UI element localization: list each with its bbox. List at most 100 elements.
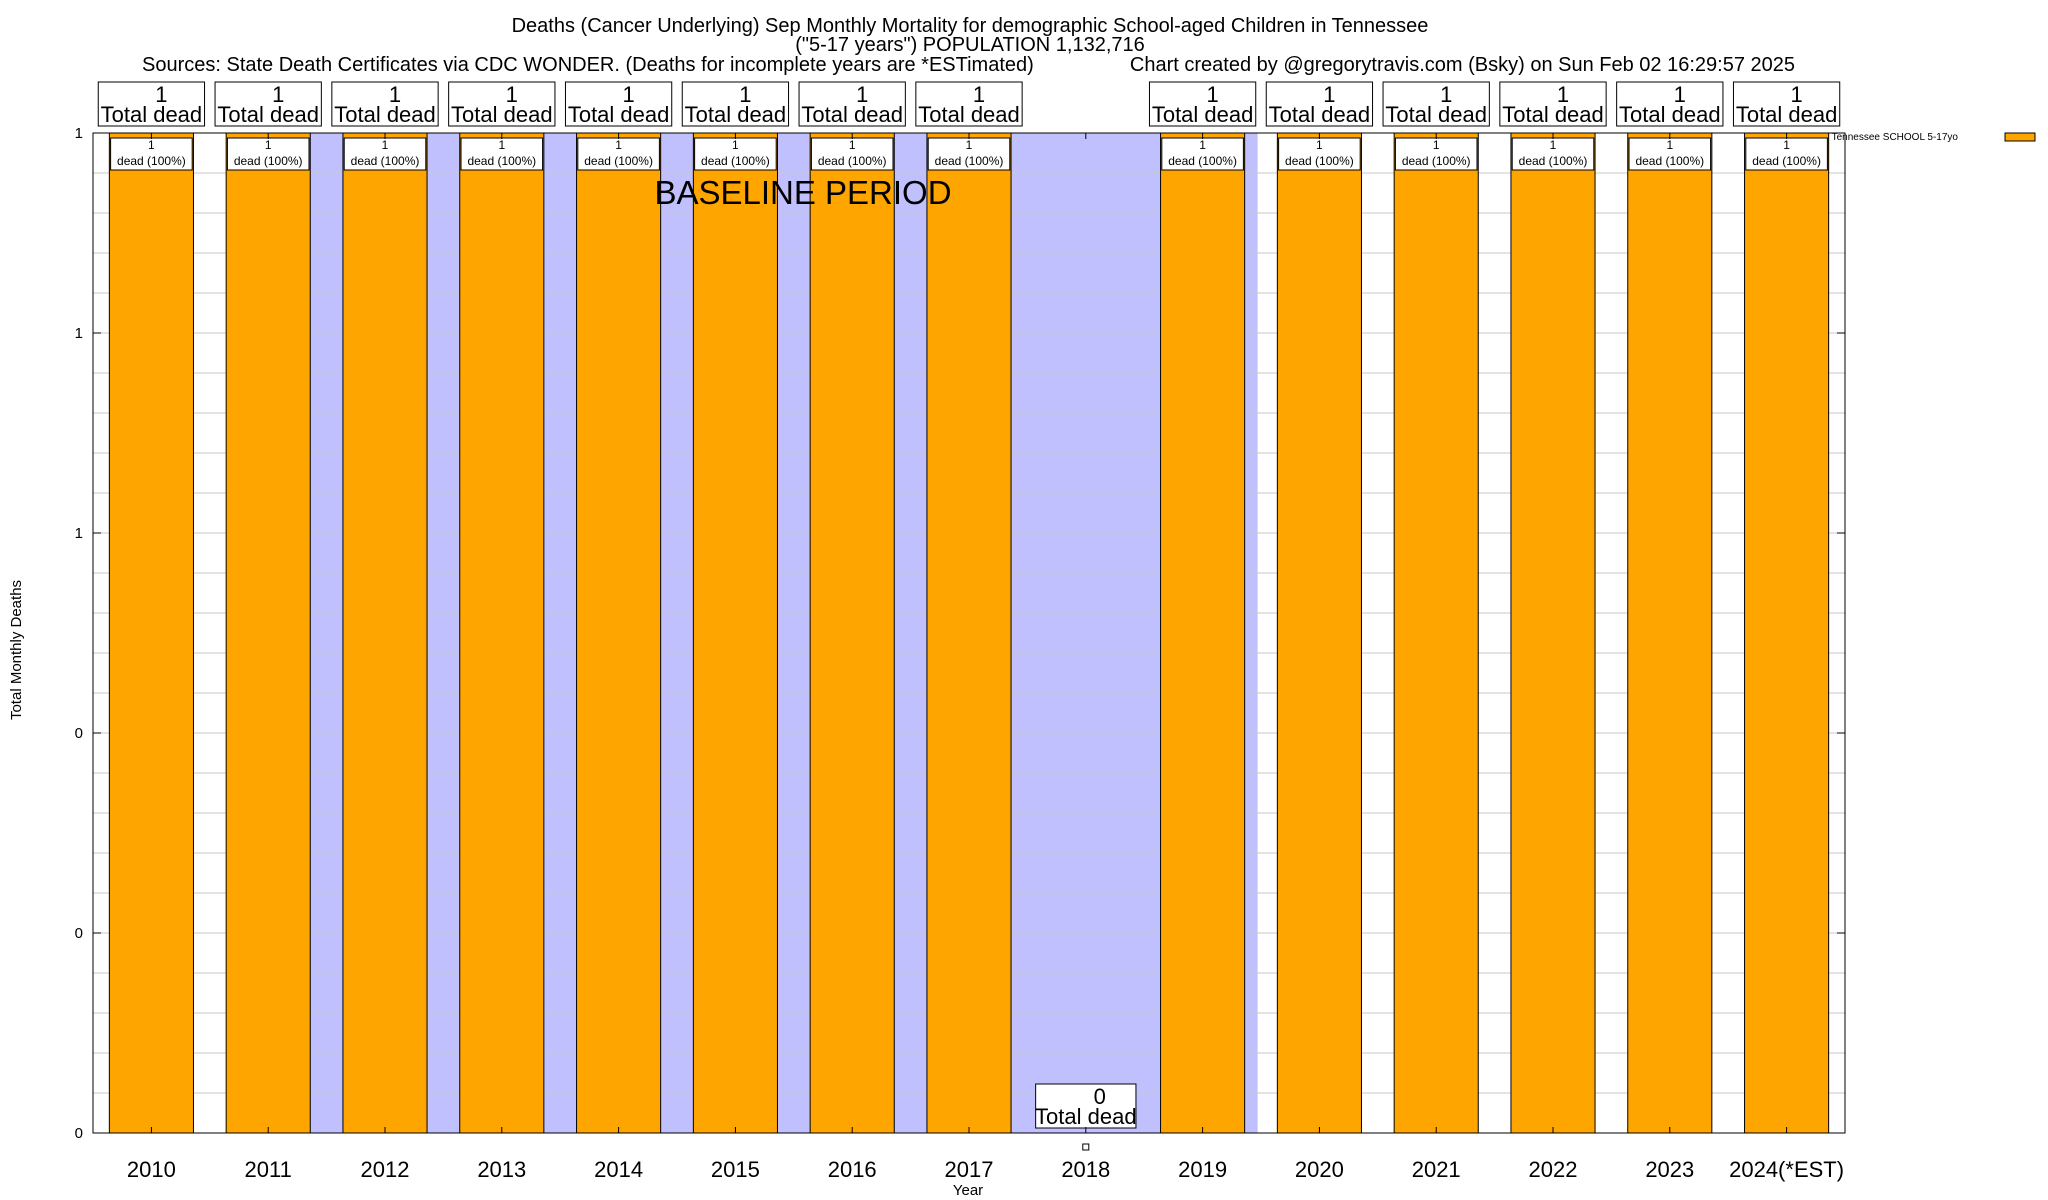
- bar: [1160, 132, 1246, 1134]
- total-label-box: [1616, 81, 1724, 127]
- bar: [1276, 132, 1362, 1134]
- x-tick-label: 2017: [945, 1157, 994, 1182]
- total-label-count: 1: [1440, 82, 1452, 107]
- y-tick-label: 0: [75, 925, 83, 942]
- total-label-box: [1382, 81, 1490, 127]
- inner-label-count: 1: [1783, 138, 1790, 152]
- inner-label-box: [1161, 137, 1244, 171]
- total-label-text: Total dead: [334, 102, 436, 127]
- inner-label-text: dead (100%): [234, 154, 303, 168]
- inner-label-text: dead (100%): [467, 154, 536, 168]
- baseline-band: [310, 133, 343, 1133]
- total-label-count: 1: [856, 82, 868, 107]
- total-label-box: [448, 81, 556, 127]
- total-label-count: 1: [973, 82, 985, 107]
- bar: [576, 132, 662, 1134]
- y-axis-label: Total Monthly Deaths: [8, 580, 25, 720]
- total-label-text: Total dead: [101, 102, 203, 127]
- baseline-band: [543, 133, 577, 1133]
- total-label-box: [1035, 1083, 1137, 1129]
- inner-label-text: dead (100%): [1402, 154, 1471, 168]
- x-tick-label: 2023: [1645, 1157, 1694, 1182]
- total-label-text: Total dead: [1736, 102, 1838, 127]
- baseline-band: [777, 133, 811, 1133]
- inner-label-count: 1: [732, 138, 739, 152]
- title-line-2: ("5-17 years") POPULATION 1,132,716: [795, 34, 1145, 56]
- total-label-box: [1499, 81, 1607, 127]
- inner-label-count: 1: [498, 138, 505, 152]
- total-label-box: [564, 81, 673, 127]
- x-tick-label: 2021: [1412, 1157, 1461, 1182]
- x-axis-label: Year: [953, 1182, 983, 1199]
- total-label-text: Total dead: [451, 102, 553, 127]
- x-tick-label: 2011: [245, 1157, 292, 1182]
- x-tick-label: 2020: [1295, 1157, 1344, 1182]
- x-tick-label: 2015: [711, 1157, 760, 1182]
- x-tick-label: 2016: [828, 1157, 877, 1182]
- total-label-count: 1: [1790, 82, 1802, 107]
- legend-swatch: [2004, 132, 2036, 142]
- inner-label-text: dead (100%): [818, 154, 887, 168]
- total-label-text: Total dead: [1269, 102, 1371, 127]
- inner-label-text: dead (100%): [584, 154, 653, 168]
- total-label-text: Total dead: [1152, 102, 1254, 127]
- total-label-count: 1: [272, 82, 284, 107]
- y-tick-label: 1: [75, 125, 83, 142]
- total-label-box: [1148, 81, 1257, 127]
- total-label-count: 1: [739, 82, 751, 107]
- total-label-count: 0: [1094, 1084, 1106, 1109]
- total-label-box: [798, 81, 906, 127]
- inner-label-text: dead (100%): [117, 154, 186, 168]
- inner-label-count: 1: [615, 138, 622, 152]
- baseline-band: [1244, 133, 1258, 1133]
- inner-label-text: dead (100%): [701, 154, 770, 168]
- total-label-count: 1: [506, 82, 518, 107]
- inner-label-text: dead (100%): [1752, 154, 1821, 168]
- total-label-text: Total dead: [918, 102, 1020, 127]
- x-tick-label: 2018: [1061, 1157, 1110, 1182]
- inner-label-count: 1: [382, 138, 389, 152]
- total-label-box: [915, 81, 1023, 127]
- x-tick-label: 2013: [477, 1157, 526, 1182]
- total-label-text: Total dead: [801, 102, 903, 127]
- inner-label-text: dead (100%): [1635, 154, 1704, 168]
- inner-label-box: [226, 137, 310, 171]
- inner-label-box: [343, 137, 427, 171]
- bar: [809, 132, 895, 1134]
- total-label-box: [1265, 81, 1374, 127]
- bar: [108, 132, 194, 1134]
- total-label-count: 1: [389, 82, 401, 107]
- baseline-band: [894, 133, 927, 1133]
- baseline-band: [427, 133, 460, 1133]
- inner-label-text: dead (100%): [351, 154, 420, 168]
- x-tick-label: 2012: [361, 1157, 410, 1182]
- total-label-text: Total dead: [217, 102, 319, 127]
- total-label-box: [97, 81, 206, 127]
- inner-label-count: 1: [148, 138, 155, 152]
- bar: [1393, 132, 1479, 1134]
- zero-marker: [1082, 1143, 1090, 1151]
- inner-label-text: dead (100%): [1519, 154, 1588, 168]
- total-label-text: Total dead: [1035, 1104, 1137, 1129]
- total-label-count: 1: [1323, 82, 1335, 107]
- bar: [926, 132, 1012, 1134]
- inner-label-box: [110, 137, 193, 171]
- legend-label: Tennessee SCHOOL 5-17yo: [1832, 132, 1959, 143]
- inner-label-count: 1: [1199, 138, 1206, 152]
- baseline-period-label: BASELINE PERIOD: [654, 174, 951, 211]
- source-text: Sources: State Death Certificates via CD…: [142, 54, 1034, 76]
- bar: [225, 132, 311, 1134]
- x-tick-label: 2010: [127, 1157, 176, 1182]
- x-tick-label: 2019: [1178, 1157, 1227, 1182]
- x-tick-label: 2022: [1529, 1157, 1578, 1182]
- total-label-count: 1: [1557, 82, 1569, 107]
- total-label-box: [214, 81, 322, 127]
- total-label-text: Total dead: [1385, 102, 1487, 127]
- inner-label-box: [460, 137, 544, 171]
- inner-label-count: 1: [1666, 138, 1673, 152]
- total-label-box: [331, 81, 439, 127]
- credit-text: Chart created by @gregorytravis.com (Bsk…: [1130, 54, 1795, 76]
- inner-label-count: 1: [1316, 138, 1323, 152]
